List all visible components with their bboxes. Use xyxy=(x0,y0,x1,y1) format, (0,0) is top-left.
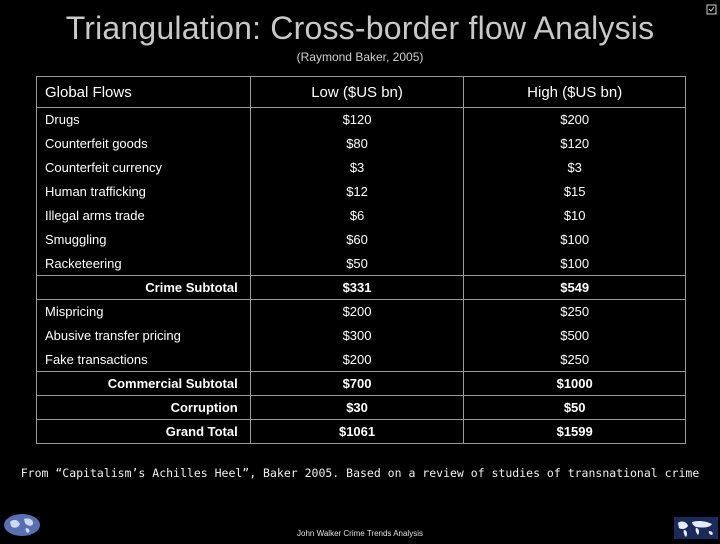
high-value: $120 xyxy=(463,131,686,156)
row-label: Corruption xyxy=(36,395,251,420)
row-label: Commercial Subtotal xyxy=(36,371,251,396)
row-label: Crime Subtotal xyxy=(36,275,251,300)
table-row: Illegal arms trade $6 $10 xyxy=(36,203,686,228)
subtotal-row: Commercial Subtotal $700 $1000 xyxy=(36,371,686,396)
high-value: $200 xyxy=(463,107,686,132)
table-row: Counterfeit currency $3 $3 xyxy=(36,155,686,180)
low-value: $200 xyxy=(249,347,465,372)
low-value: $60 xyxy=(249,227,465,252)
row-label: Illegal arms trade xyxy=(36,203,251,228)
table-row: Counterfeit goods $80 $120 xyxy=(36,131,686,156)
table-row: Mispricing $200 $250 xyxy=(36,299,686,324)
low-value: $6 xyxy=(249,203,465,228)
low-value: $700 xyxy=(249,371,465,396)
row-label: Grand Total xyxy=(36,419,251,444)
high-value: $250 xyxy=(463,299,686,324)
high-value: $250 xyxy=(463,347,686,372)
world-map-icon xyxy=(674,517,718,539)
low-value: $12 xyxy=(249,179,465,204)
slide-footer: John Walker Crime Trends Analysis xyxy=(297,529,423,538)
low-value: $120 xyxy=(249,107,465,132)
row-label: Counterfeit goods xyxy=(36,131,251,156)
high-value: $1000 xyxy=(463,371,686,396)
row-label: Racketeering xyxy=(36,251,251,276)
high-value: $3 xyxy=(463,155,686,180)
header-low: Low ($US bn) xyxy=(249,76,465,108)
table-header-row: Global Flows Low ($US bn) High ($US bn) xyxy=(36,76,686,108)
low-value: $80 xyxy=(249,131,465,156)
high-value: $549 xyxy=(463,275,686,300)
high-value: $15 xyxy=(463,179,686,204)
high-value: $500 xyxy=(463,323,686,348)
subtotal-row: Crime Subtotal $331 $549 xyxy=(36,275,686,300)
globe-icon xyxy=(2,512,42,538)
table-row: Drugs $120 $200 xyxy=(36,107,686,132)
low-value: $300 xyxy=(249,323,465,348)
table-row: Racketeering $50 $100 xyxy=(36,251,686,276)
flows-table-container: Global Flows Low ($US bn) High ($US bn) … xyxy=(36,76,686,444)
table-row: Abusive transfer pricing $300 $500 xyxy=(36,323,686,348)
low-value: $200 xyxy=(249,299,465,324)
header-global-flows: Global Flows xyxy=(36,76,251,108)
high-value: $1599 xyxy=(463,419,686,444)
row-label: Drugs xyxy=(36,107,251,132)
row-label: Smuggling xyxy=(36,227,251,252)
table-row: Fake transactions $200 $250 xyxy=(36,347,686,372)
high-value: $50 xyxy=(463,395,686,420)
high-value: $10 xyxy=(463,203,686,228)
slide-subtitle: (Raymond Baker, 2005) xyxy=(296,50,424,64)
header-high: High ($US bn) xyxy=(463,76,686,108)
table-row: Human trafficking $12 $15 xyxy=(36,179,686,204)
low-value: $331 xyxy=(249,275,465,300)
row-label: Abusive transfer pricing xyxy=(36,323,251,348)
subtotal-row: Corruption $30 $50 xyxy=(36,395,686,420)
row-label: Human trafficking xyxy=(36,179,251,204)
slide-title: Triangulation: Cross-border flow Analysi… xyxy=(65,10,655,46)
table-row: Smuggling $60 $100 xyxy=(36,227,686,252)
flows-table: Global Flows Low ($US bn) High ($US bn) … xyxy=(36,76,686,444)
low-value: $3 xyxy=(249,155,465,180)
low-value: $1061 xyxy=(249,419,465,444)
corner-icon xyxy=(706,2,717,15)
low-value: $50 xyxy=(249,251,465,276)
subtotal-row: Grand Total $1061 $1599 xyxy=(36,419,686,444)
high-value: $100 xyxy=(463,227,686,252)
low-value: $30 xyxy=(249,395,465,420)
high-value: $100 xyxy=(463,251,686,276)
row-label: Fake transactions xyxy=(36,347,251,372)
source-footnote: From “Capitalism’s Achilles Heel”, Baker… xyxy=(20,466,700,480)
row-label: Counterfeit currency xyxy=(36,155,251,180)
row-label: Mispricing xyxy=(36,299,251,324)
